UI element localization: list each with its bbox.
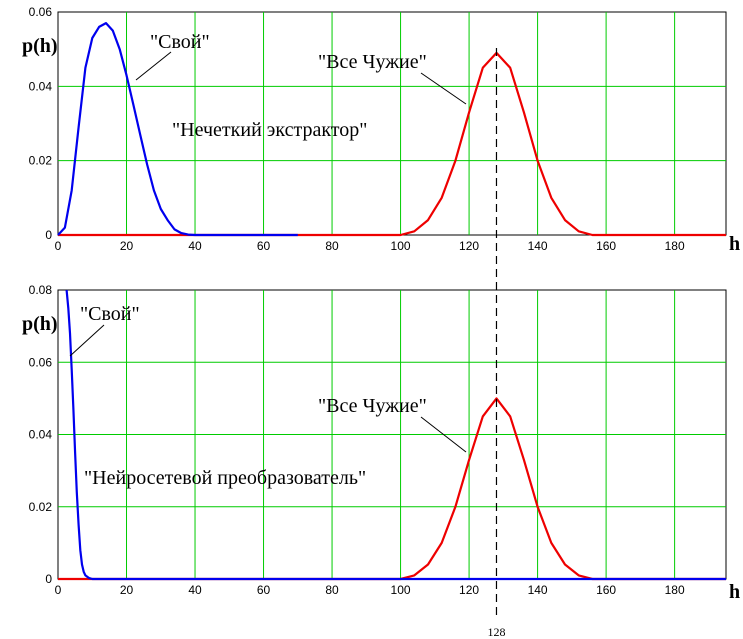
y-tick-label: 0.04 [29,79,53,93]
series-own-line [65,289,726,581]
x-tick-label: 160 [596,239,616,253]
y-tick-label: 0.02 [29,500,53,514]
x-tick-label: 80 [325,239,339,253]
y-tick-label: 0.06 [29,5,53,19]
x-tick-label: 100 [391,583,411,597]
y-tick-label: 0.08 [29,283,53,297]
x-tick-label: 80 [325,583,339,597]
top-xlabel: h [729,233,740,255]
bottom-annotation-own: "Свой" [80,303,140,325]
series-others-line [58,397,726,581]
x-tick-label: 140 [528,583,548,597]
x-tick-label: 20 [120,239,134,253]
marker-label-128: 128 [487,625,505,639]
top-annotation-own-leader [135,51,172,81]
x-tick-label: 120 [459,583,479,597]
y-tick-label: 0.06 [29,355,53,369]
y-tick-label: 0.04 [29,428,53,442]
bottom-series [58,289,726,581]
x-tick-label: 0 [55,239,62,253]
x-tick-label: 40 [188,583,202,597]
x-tick-label: 40 [188,239,202,253]
bottom-xlabel: h [729,581,740,603]
x-tick-label: 20 [120,583,134,597]
bottom-annotation-own-leader [69,324,105,357]
y-tick-label: 0.02 [29,154,53,168]
series-own-line [57,22,298,237]
y-tick-label: 0 [45,572,52,586]
x-tick-label: 0 [55,583,62,597]
x-tick-label: 160 [596,583,616,597]
top-ticks: 0 20 40 60 80 100 120 140 160 180 0 0.02 0.04 0.06 [29,5,685,253]
bottom-annotation-others-leader [420,416,467,453]
top-annotation-method: "Нечеткий экстрактор" [172,119,367,141]
bottom-chart: 0 20 40 60 80 100 120 140 160 180 0 0.02 0.04 0.06 0.0… [22,283,740,603]
x-tick-label: 180 [665,239,685,253]
top-plot-area [57,11,727,236]
top-chart: 0 20 40 60 80 100 120 140 160 180 0 0.02 0.04 0.06 p(… [22,5,740,255]
top-annotation-others: "Все Чужие" [318,51,427,73]
top-annotation-others-leader [420,72,467,105]
bottom-ylabel: p(h) [22,313,58,335]
bottom-annotation-others: "Все Чужие" [318,395,427,417]
x-tick-label: 140 [528,239,548,253]
x-tick-label: 100 [391,239,411,253]
bottom-annotation-method: "Нейросетевой преобразователь" [84,467,366,489]
x-tick-label: 60 [257,239,271,253]
top-annotation-own: "Свой" [150,31,210,53]
x-tick-label: 60 [257,583,271,597]
top-grid [58,12,726,235]
bottom-grid [58,290,726,579]
x-tick-label: 120 [459,239,479,253]
top-ylabel: p(h) [22,35,58,57]
bottom-ticks: 0 20 40 60 80 100 120 140 160 180 0 0.02 0.04 0.06 0.0… [29,283,685,597]
x-tick-label: 180 [665,583,685,597]
y-tick-label: 0 [45,228,52,242]
